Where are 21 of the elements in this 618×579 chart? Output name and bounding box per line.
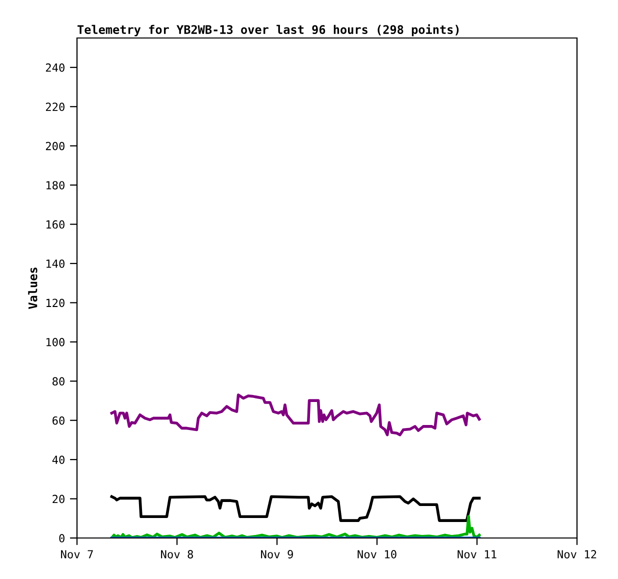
x-tick-label: Nov 7: [61, 550, 93, 558]
y-tick-label: 240: [46, 63, 64, 72]
y-tick-label: 20: [52, 494, 64, 504]
x-tick-label: Nov 11: [458, 550, 496, 558]
y-tick-label: 0: [59, 534, 64, 542]
x-tick-label: Nov 8: [161, 550, 194, 558]
chart-title: Telemetry for YB2WB-13 over last 96 hours (298 points): [78, 24, 459, 36]
x-tick-label: Nov 10: [358, 550, 396, 558]
y-tick-label: 160: [46, 220, 64, 229]
y-tick-label: 120: [46, 298, 64, 308]
y-tick-label: 200: [46, 142, 64, 150]
y-axis-title: Values: [28, 268, 38, 309]
y-tick-label: 80: [52, 377, 64, 386]
y-tick-label: 180: [46, 181, 64, 190]
y-tick-label: 60: [52, 416, 64, 425]
x-tick-label: Nov 9: [261, 550, 293, 558]
y-tick-label: 140: [46, 259, 64, 268]
y-tick-label: 220: [46, 102, 64, 112]
x-tick-label: Nov 12: [558, 550, 596, 558]
y-tick-label: 40: [52, 456, 64, 464]
y-tick-label: 100: [46, 338, 64, 346]
